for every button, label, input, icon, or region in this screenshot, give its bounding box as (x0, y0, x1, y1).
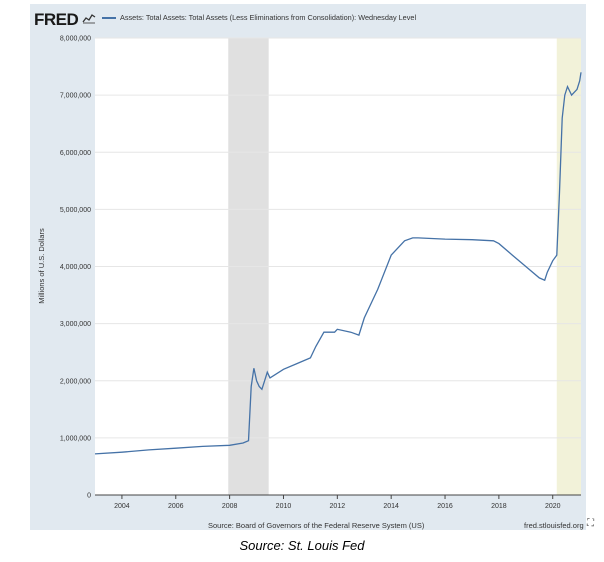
y-axis-label: Millions of U.S. Dollars (37, 228, 46, 304)
y-tick-label: 1,000,000 (60, 435, 91, 442)
y-tick-label: 8,000,000 (60, 36, 91, 43)
x-tick-label: 2010 (276, 503, 292, 510)
legend-series-title: Assets: Total Assets: Total Assets (Less… (120, 13, 417, 22)
x-tick-label: 2016 (437, 503, 453, 510)
legend: Assets: Total Assets: Total Assets (Less… (102, 13, 416, 22)
chart-frame: FRED Assets: Total Assets: Total Assets … (30, 4, 594, 530)
x-tick-label: 2004 (114, 503, 130, 510)
figure-caption: Source: St. Louis Fed (239, 538, 365, 553)
y-tick-label: 0 (87, 493, 91, 500)
x-tick-label: 2014 (383, 503, 399, 510)
chart-line-icon (82, 14, 96, 24)
series-line (94, 72, 582, 455)
x-tick-label: 2006 (168, 503, 184, 510)
y-tick-label: 4,000,000 (60, 264, 91, 271)
y-tick-label: 6,000,000 (60, 150, 91, 157)
y-tick-label: 3,000,000 (60, 321, 91, 328)
y-tick-label: 5,000,000 (60, 207, 91, 214)
x-tick-label: 2018 (491, 503, 507, 510)
line-chart: 0 1,000,000 2,000,000 3,000,000 4,000,000 5,0… (37, 36, 582, 510)
y-tick-label: 2,000,000 (60, 378, 91, 385)
fred-logo[interactable]: FRED (34, 10, 79, 29)
y-tick-label: 7,000,000 (60, 93, 91, 100)
legend-line-swatch (102, 17, 116, 20)
x-tick-label: 2020 (545, 503, 561, 510)
x-tick-label: 2012 (330, 503, 346, 510)
fred-url[interactable]: fred.stlouisfed.org (524, 521, 584, 530)
expand-icon[interactable]: ⛶ (587, 518, 594, 529)
source-note: Source: Board of Governors of the Federa… (208, 521, 425, 530)
x-tick-label: 2008 (222, 503, 238, 510)
